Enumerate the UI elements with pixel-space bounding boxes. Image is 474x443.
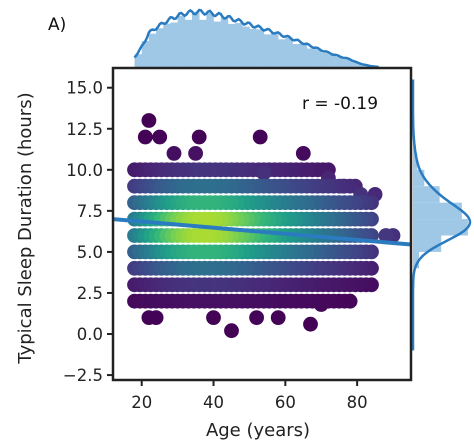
- scatter-point: [197, 293, 213, 309]
- age-histogram-bar: [184, 19, 193, 67]
- scatter-point: [378, 228, 394, 243]
- age-marginal-distribution: [133, 8, 379, 69]
- regression-line: [112, 217, 412, 247]
- age-histogram-bar: [292, 43, 300, 67]
- age-histogram-bar: [278, 39, 286, 67]
- age-histogram-bar: [270, 32, 279, 67]
- scatter-point: [191, 129, 207, 145]
- scatter-point: [141, 113, 157, 128]
- age-histogram-bar: [342, 59, 351, 67]
- age-histogram-bar: [357, 64, 365, 67]
- age-histogram-bar: [191, 12, 200, 67]
- scatter-point: [256, 165, 272, 181]
- x-tick-label: 20: [131, 393, 152, 412]
- axes: 20 40 60 80 −2.5 0.0 2.5 5.0 7.5 10.0 12.5 15.0: [63, 66, 413, 412]
- scatter-point: [148, 310, 164, 325]
- sleep-kde-curve: [411, 79, 472, 351]
- x-tick-label: 60: [275, 393, 296, 412]
- age-histogram-bar: [220, 17, 229, 67]
- sleep-histogram-bar: [413, 169, 425, 187]
- y-tick-label: 15.0: [66, 79, 103, 98]
- scatter-point: [224, 323, 239, 339]
- y-tick-label: −2.5: [63, 366, 103, 385]
- age-histogram-bar: [227, 23, 236, 67]
- scatter-point: [303, 316, 318, 332]
- sleep-histogram-bar: [413, 153, 418, 170]
- y-axis-label: Typical Sleep Duration (hours): [15, 92, 36, 364]
- scatter-point: [249, 310, 264, 325]
- scatter-point: [252, 129, 268, 145]
- scatter-points: [127, 113, 401, 339]
- age-histogram-bar: [148, 33, 157, 67]
- x-tick-label: 40: [203, 393, 224, 412]
- age-histogram-bar: [299, 43, 308, 67]
- sleep-histogram-bar: [413, 219, 468, 236]
- y-tick-label: 0.0: [77, 325, 103, 344]
- age-histogram-bar: [328, 54, 336, 67]
- scatter-point: [197, 260, 213, 276]
- scatter-point: [197, 162, 213, 178]
- age-histogram-bar: [314, 49, 322, 67]
- age-histogram-bar: [321, 52, 329, 67]
- y-tick-label: 2.5: [77, 284, 103, 303]
- y-tick-label: 5.0: [77, 243, 103, 262]
- sleep-histogram-bar: [413, 186, 440, 203]
- age-histogram-bar: [163, 23, 171, 68]
- scatter-point: [206, 310, 221, 325]
- age-kde-curve: [133, 8, 379, 69]
- regression-line-group: [112, 217, 412, 247]
- scatter-point: [197, 244, 213, 260]
- age-histogram-bar: [263, 34, 272, 67]
- sleep-marginal-distribution: [411, 79, 472, 351]
- scatter-point: [197, 277, 213, 293]
- plot-frame: [111, 66, 413, 382]
- age-histogram-bar: [285, 37, 293, 67]
- age-histogram-bar: [213, 21, 222, 67]
- y-tick-label: 12.5: [66, 120, 103, 139]
- y-tick-label: 7.5: [77, 202, 103, 221]
- age-histogram-bar: [306, 48, 315, 67]
- age-histogram-bar: [199, 19, 207, 67]
- age-histogram-bar: [170, 22, 178, 67]
- panel-label: A): [48, 15, 66, 35]
- sleep-histogram-bar: [413, 202, 462, 220]
- age-histogram-bar: [249, 28, 257, 68]
- y-tick-label: 10.0: [66, 161, 103, 180]
- age-histogram-bar: [349, 61, 358, 67]
- scatter-point: [166, 146, 182, 161]
- age-histogram-bar: [134, 54, 143, 67]
- scatter-point: [295, 146, 311, 161]
- scatter-point: [188, 146, 204, 161]
- scatter-point: [270, 310, 286, 325]
- age-histogram-bar: [335, 56, 344, 67]
- age-histogram-bar: [177, 15, 186, 67]
- scatter-point: [137, 129, 153, 145]
- correlation-annotation: r = -0.19: [302, 94, 378, 114]
- sleep-histogram-bar: [413, 235, 442, 252]
- scatter-point: [197, 178, 213, 194]
- age-histogram-bar: [141, 41, 150, 67]
- age-histogram-bar: [242, 26, 250, 67]
- scatter-point: [197, 228, 213, 243]
- age-histogram-bar: [206, 13, 214, 67]
- scatter-point: [152, 129, 168, 145]
- age-histogram-bar: [156, 28, 164, 68]
- sleep-histogram-bar: [413, 251, 420, 269]
- age-histogram-bar: [256, 29, 265, 67]
- x-tick-label: 80: [347, 393, 368, 412]
- scatter-point: [197, 195, 213, 211]
- scatter-point: [197, 211, 213, 227]
- x-axis-label: Age (years): [206, 420, 310, 441]
- age-histogram-bar: [235, 23, 243, 67]
